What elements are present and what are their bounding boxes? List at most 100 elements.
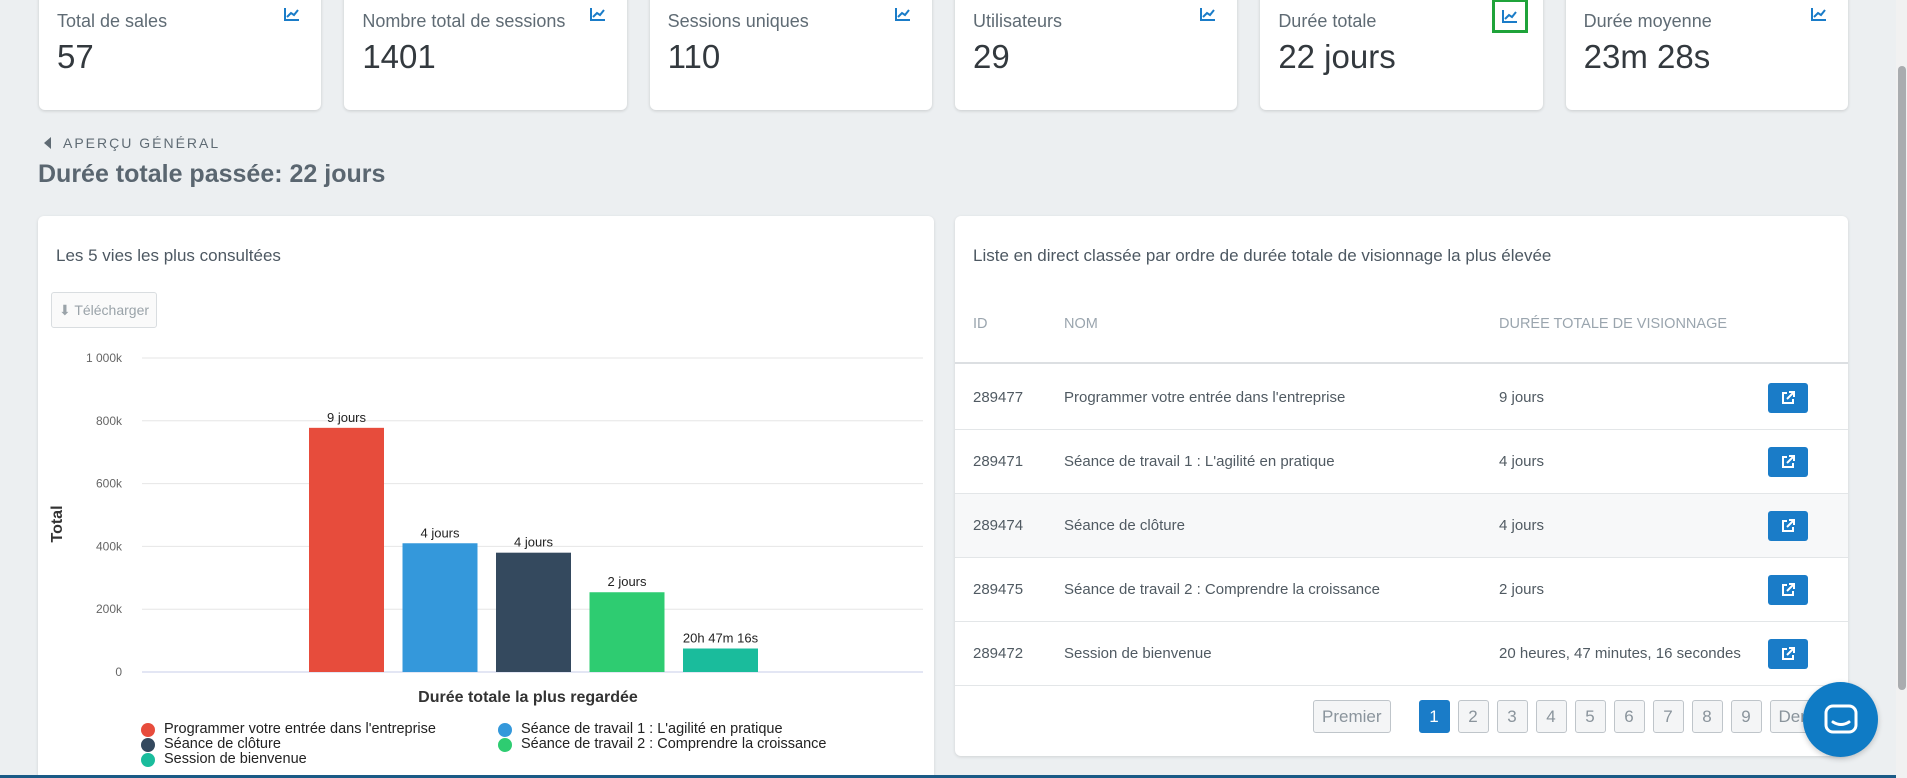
cell-duration: 2 jours	[1499, 581, 1545, 598]
cell-name: Programmer votre entrée dans l'entrepris…	[1064, 389, 1346, 406]
scrollbar-thumb[interactable]	[1898, 66, 1906, 690]
bar	[496, 552, 571, 672]
cell-id: 289474	[973, 517, 1024, 534]
bottom-edge	[0, 775, 1896, 778]
kpi-label: Utilisateurs	[972, 11, 1063, 31]
open-button[interactable]	[1768, 382, 1808, 413]
legend-label: Programmer votre entrée dans l'entrepris…	[164, 721, 436, 737]
y-tick-label: 400k	[96, 539, 123, 553]
kpi-value: 1401	[362, 38, 436, 75]
table-row: 289477 Programmer votre entrée dans l'en…	[955, 366, 1848, 430]
kpi-card-total-sessions[interactable]: Nombre total de sessions 1401	[344, 0, 627, 110]
table-row: 289475 Séance de travail 2 : Comprendre …	[955, 558, 1848, 622]
kpi-card-users[interactable]: Utilisateurs 29	[954, 0, 1238, 110]
external-link-icon	[1782, 582, 1795, 596]
y-tick-label: 0	[115, 665, 122, 679]
bar	[309, 427, 384, 672]
column-header-name[interactable]: NOM	[1064, 316, 1098, 332]
page-button[interactable]: 5	[1574, 700, 1606, 733]
external-link-icon	[1782, 518, 1795, 532]
panel-title: Liste en direct classée par ordre de dur…	[973, 246, 1552, 265]
legend-label: Séance de clôture	[164, 736, 281, 752]
breadcrumb-label: APERÇU GÉNÉRAL	[63, 135, 221, 151]
panel-title: Les 5 vies les plus consultées	[56, 246, 281, 265]
legend-swatch	[141, 722, 155, 737]
kpi-card-unique-sessions[interactable]: Sessions uniques 110	[649, 0, 932, 110]
cell-duration: 4 jours	[1499, 517, 1545, 534]
cell-name: Session de bienvenue	[1064, 645, 1212, 662]
kpi-label: Nombre total de sessions	[362, 11, 566, 31]
page-button[interactable]: 2	[1457, 700, 1489, 733]
legend-swatch	[141, 737, 155, 752]
kpi-card-total-duration[interactable]: Durée totale 22 jours	[1260, 0, 1543, 110]
cell-name: Séance de travail 2 : Comprendre la croi…	[1064, 581, 1380, 598]
bar-data-label: 9 jours	[327, 410, 367, 425]
bar-data-label: 2 jours	[607, 574, 647, 589]
bar-data-label: 4 jours	[420, 525, 460, 540]
kpi-value: 22 jours	[1278, 38, 1396, 75]
kpi-value: 57	[57, 38, 94, 75]
page-button[interactable]: 3	[1496, 700, 1528, 733]
cell-name: Séance de clôture	[1064, 517, 1185, 534]
page-button[interactable]: 9	[1730, 700, 1762, 733]
legend-item[interactable]: Séance de travail 2 : Comprendre la croi…	[498, 737, 826, 752]
cell-duration: 20 heures, 47 minutes, 16 secondes	[1499, 645, 1741, 662]
bar	[589, 592, 665, 672]
table-row: 289474 Séance de clôture 4 jours	[955, 494, 1848, 558]
legend-item[interactable]: Session de bienvenue	[141, 752, 307, 767]
kpi-label: Durée moyenne	[1583, 11, 1712, 31]
trend-chart-icon[interactable]	[283, 6, 301, 22]
open-button[interactable]	[1768, 446, 1808, 477]
x-axis-label: Durée totale la plus regardée	[418, 689, 638, 706]
kpi-label: Sessions uniques	[667, 11, 809, 31]
cell-id: 289477	[973, 389, 1024, 406]
pagination: Premier 1 2 3 4 5 6 7 8 9 Derni	[1313, 700, 1829, 733]
bar-chart: 0 200k 400k 600k 800k 1 000k 9 jours 4 jours 4 j…	[49, 351, 923, 706]
page-button[interactable]: 4	[1535, 700, 1567, 733]
kpi-value: 29	[972, 38, 1010, 75]
chat-launcher-button[interactable]	[1803, 682, 1878, 757]
column-header-duration[interactable]: DURÉE TOTALE DE VISIONNAGE	[1499, 316, 1728, 332]
legend-label: Session de bienvenue	[164, 751, 307, 767]
page-button[interactable]: 7	[1652, 700, 1684, 733]
column-header-id[interactable]: ID	[973, 316, 988, 332]
table-row: 289471 Séance de travail 1 : L'agilité e…	[955, 430, 1848, 494]
trend-chart-icon[interactable]	[1810, 6, 1828, 22]
page-scrollbar[interactable]	[1896, 0, 1907, 778]
cell-id: 289472	[973, 645, 1024, 662]
trend-chart-icon[interactable]	[589, 6, 607, 22]
trend-chart-icon[interactable]	[1491, 0, 1528, 33]
page-button[interactable]: 6	[1613, 700, 1645, 733]
legend-item[interactable]: Séance de clôture	[141, 737, 281, 752]
kpi-card-total-sales[interactable]: Total de sales 57	[39, 0, 322, 110]
legend-item[interactable]: Séance de travail 1 : L'agilité en prati…	[498, 722, 783, 737]
legend-swatch	[141, 752, 155, 767]
kpi-label: Total de sales	[57, 11, 168, 31]
trend-chart-icon[interactable]	[1199, 6, 1217, 22]
page-button[interactable]: 1	[1418, 700, 1450, 733]
legend-swatch	[498, 737, 512, 752]
page-title: Durée totale passée: 22 jours	[38, 160, 386, 188]
kpi-value: 110	[667, 38, 721, 75]
kpi-value: 23m 28s	[1583, 38, 1711, 75]
open-button[interactable]	[1768, 638, 1808, 669]
y-tick-label: 600k	[96, 477, 123, 491]
legend-item[interactable]: Programmer votre entrée dans l'entrepris…	[141, 722, 436, 737]
open-button[interactable]	[1768, 574, 1808, 605]
external-link-icon	[1782, 390, 1795, 404]
trend-chart-icon[interactable]	[894, 6, 912, 22]
back-link[interactable]: APERÇU GÉNÉRAL	[44, 135, 220, 151]
page-button[interactable]: 8	[1691, 700, 1723, 733]
download-button[interactable]: ⬇ Télécharger	[51, 292, 157, 328]
kpi-row: Total de sales 57 Nombre total de sessio…	[39, 0, 1848, 110]
y-tick-label: 800k	[96, 414, 123, 428]
kpi-card-average-duration[interactable]: Durée moyenne 23m 28s	[1565, 0, 1848, 110]
open-button[interactable]	[1768, 510, 1808, 541]
y-tick-label: 1 000k	[86, 351, 123, 365]
live-list-panel: Liste en direct classée par ordre de dur…	[955, 216, 1848, 756]
page-first-button[interactable]: Premier	[1313, 700, 1391, 733]
bar-data-label: 20h 47m 16s	[683, 631, 759, 646]
legend-label: Séance de travail 1 : L'agilité en prati…	[521, 721, 783, 737]
bar-data-label: 4 jours	[514, 535, 554, 550]
y-axis-label: Total	[49, 505, 66, 542]
